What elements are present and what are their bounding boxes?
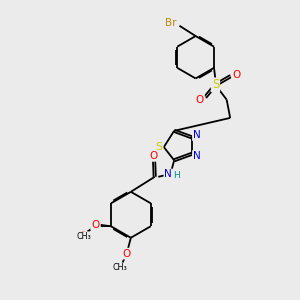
Text: O: O: [91, 220, 100, 230]
Text: O: O: [80, 232, 86, 241]
Text: Br: Br: [166, 18, 177, 28]
Text: S: S: [212, 78, 219, 92]
Text: CH₃: CH₃: [76, 232, 91, 241]
Text: O: O: [92, 220, 100, 230]
Text: S: S: [155, 142, 162, 152]
Text: O: O: [80, 232, 86, 241]
Text: O: O: [149, 151, 158, 160]
Text: N: N: [164, 169, 172, 179]
Text: H: H: [173, 170, 180, 179]
Text: O: O: [196, 94, 204, 105]
Text: N: N: [193, 130, 201, 140]
Text: CH₃: CH₃: [113, 263, 128, 272]
Text: O: O: [232, 70, 240, 80]
Text: N: N: [193, 151, 201, 161]
Text: O: O: [122, 249, 130, 259]
